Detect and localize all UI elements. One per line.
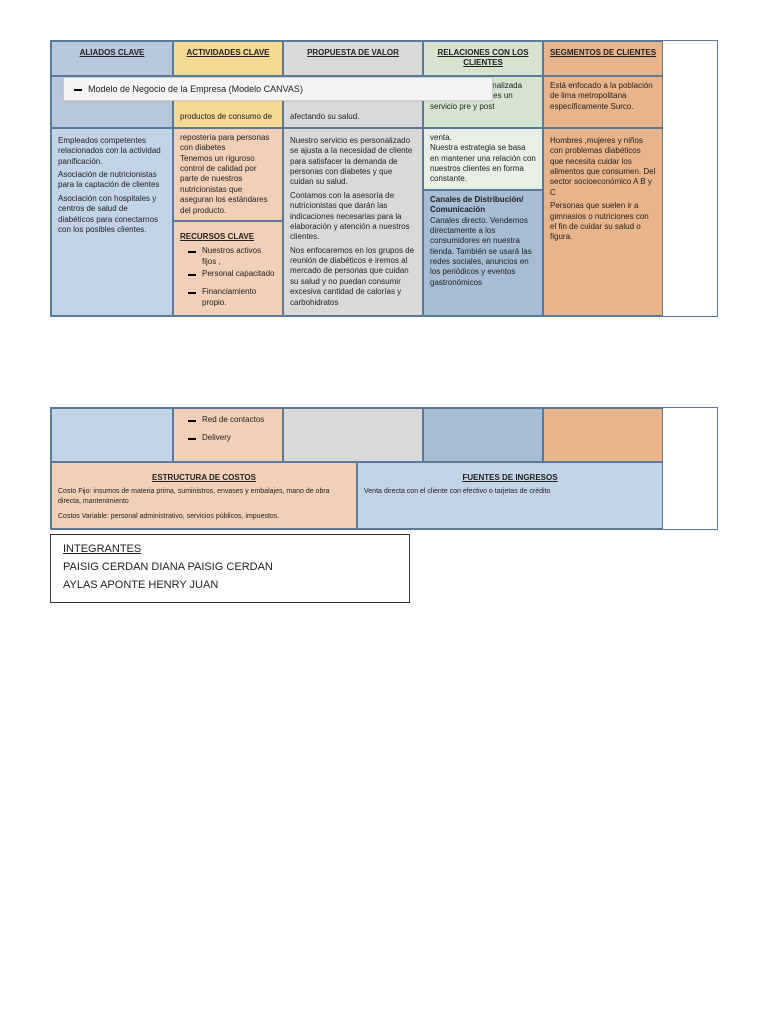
hdr-income: FUENTES DE INGRESOS <box>364 473 656 483</box>
bottom-row1: Red de contactos Delivery <box>51 408 717 462</box>
activities-body: repostería para personas con diabetes Te… <box>173 128 283 221</box>
canvas-top: Modelo de Negocio de la Empresa (Modelo … <box>50 40 718 317</box>
member-1: PAISIG CERDAN DIANA PAISIG CERDAN <box>63 561 397 573</box>
costs-cell: ESTRUCTURA DE COSTOS Costo Fijo: insumos… <box>51 462 357 529</box>
header-row: ALIADOS CLAVE ACTIVIDADES CLAVE PROPUEST… <box>51 41 717 76</box>
hdr-allies: ALIADOS CLAVE <box>51 41 173 76</box>
hdr-value: PROPUESTA DE VALOR <box>283 41 423 76</box>
bottom-channels-empty <box>423 408 543 462</box>
allies-p1: Empleados competentes relacionados con l… <box>58 136 166 167</box>
segments-p2: Personas que suelen ir a gimnasios o nut… <box>550 201 656 243</box>
income-cell: FUENTES DE INGRESOS Venta directa con el… <box>357 462 663 529</box>
res-b3: Financiamiento propio. <box>188 287 276 308</box>
members-header: INTEGRANTES <box>63 543 397 555</box>
costs-l2: Costos Variable: personal administrativo… <box>58 512 350 521</box>
members-box: INTEGRANTES PAISIG CERDAN DIANA PAISIG C… <box>50 534 410 603</box>
channels-body: Canales de Distribución/ Comunicación Ca… <box>423 190 543 316</box>
hdr-relations: RELACIONES CON LOS CLIENTES <box>423 41 543 76</box>
segments-p1: Hombres ,mujeres y niños con problemas d… <box>550 136 656 198</box>
allies-p2: Asociación de nutricionistas para la cap… <box>58 170 166 191</box>
res-b1: Nuestros activos fijos , <box>188 246 276 267</box>
value-body: Nuestro servicio es personalizado se aju… <box>283 128 423 316</box>
value-p1: Nuestro servicio es personalizado se aju… <box>290 136 416 188</box>
res-b2: Personal capacitado <box>188 269 276 279</box>
hdr-resources: RECURSOS CLAVE <box>180 232 276 242</box>
income-text: Venta directa con el cliente con efectiv… <box>364 487 656 496</box>
member-2: AYLAS APONTE HENRY JUAN <box>63 579 397 591</box>
bottom-allies-empty <box>51 408 173 462</box>
bottom-segments-empty <box>543 408 663 462</box>
hdr-segments: SEGMENTOS DE CLIENTES <box>543 41 663 76</box>
res-b5: Delivery <box>188 433 276 443</box>
segments-body: Hombres ,mujeres y niños con problemas d… <box>543 128 663 316</box>
allies-body: Empleados competentes relacionados con l… <box>51 128 173 316</box>
segments-r1: Está enfocado a la población de lima met… <box>543 76 663 128</box>
relations-body: venta. Nuestra estrategia se basa en man… <box>423 128 543 190</box>
allies-p3: Asociación con hospitales y centros de s… <box>58 194 166 236</box>
canvas-bottom: Red de contactos Delivery ESTRUCTURA DE … <box>50 407 718 530</box>
hdr-channels: Canales de Distribución/ Comunicación <box>430 195 536 216</box>
hdr-costs: ESTRUCTURA DE COSTOS <box>58 473 350 483</box>
hdr-activities: ACTIVIDADES CLAVE <box>173 41 283 76</box>
resources-body: RECURSOS CLAVE Nuestros activos fijos , … <box>173 221 283 316</box>
bottom-value-empty <box>283 408 423 462</box>
activities-col: repostería para personas con diabetes Te… <box>173 128 283 316</box>
value-p3: Nos enfocaremos en los grupos de reunión… <box>290 246 416 308</box>
relations-col: venta. Nuestra estrategia se basa en man… <box>423 128 543 316</box>
res-b4: Red de contactos <box>188 415 276 425</box>
resources-extra: Red de contactos Delivery <box>173 408 283 462</box>
row-main: Empleados competentes relacionados con l… <box>51 128 717 316</box>
bottom-row2: ESTRUCTURA DE COSTOS Costo Fijo: insumos… <box>51 462 717 529</box>
value-p2: Contamos con la asesoría de nutricionist… <box>290 191 416 243</box>
costs-l1: Costo Fijo: insumos de materia prima, su… <box>58 487 350 505</box>
overlay-title: Modelo de Negocio de la Empresa (Modelo … <box>63 77 493 101</box>
channels-text: Canales directo. Vendemos directamente a… <box>430 216 532 287</box>
